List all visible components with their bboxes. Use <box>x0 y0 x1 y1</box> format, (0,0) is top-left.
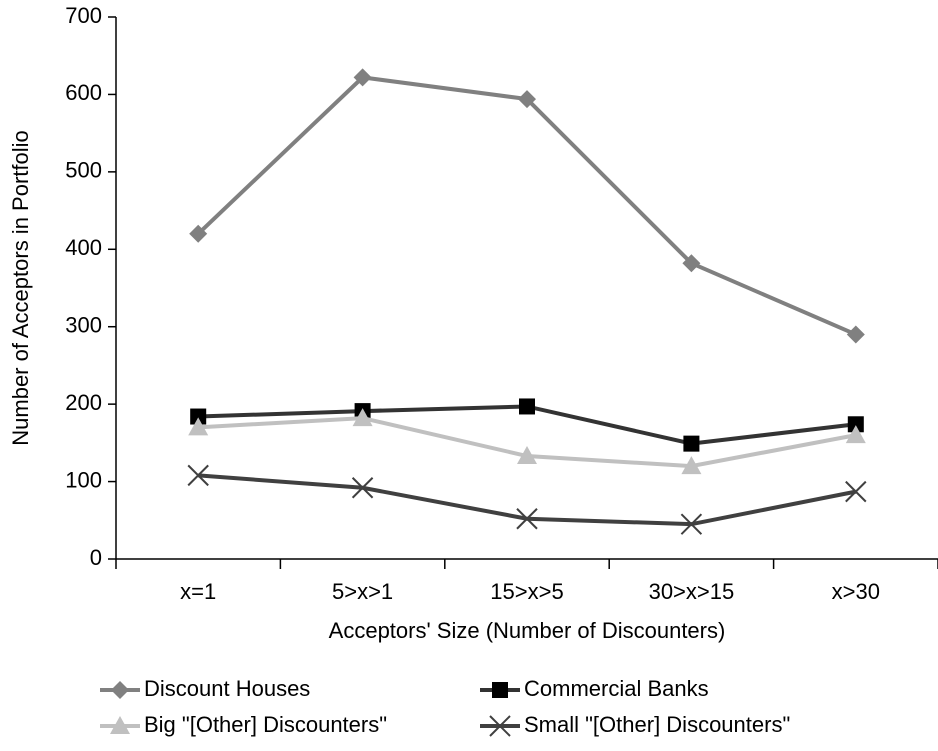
x-tick-label: 15>x>5 <box>490 579 563 604</box>
y-tick-label: 500 <box>65 158 102 183</box>
legend-marker <box>492 682 508 698</box>
data-point <box>681 456 702 475</box>
data-point <box>683 435 700 452</box>
data-point <box>680 513 703 535</box>
data-point <box>187 464 209 487</box>
legend-label: Small "[Other] Discounters" <box>524 712 790 737</box>
data-point <box>351 477 374 499</box>
y-tick-label: 400 <box>65 235 102 260</box>
x-axis-title: Acceptors' Size (Number of Discounters) <box>329 618 726 643</box>
legend-label: Big "[Other] Discounters" <box>144 712 387 737</box>
y-tick-label: 700 <box>65 3 102 28</box>
data-point <box>353 68 372 87</box>
data-point <box>516 508 538 530</box>
data-point <box>519 398 535 415</box>
data-point <box>188 417 209 436</box>
data-point <box>845 480 867 503</box>
y-tick-label: 0 <box>90 545 102 570</box>
y-tick-label: 600 <box>65 80 102 105</box>
data-point <box>518 90 536 109</box>
legend-label: Commercial Banks <box>524 676 709 701</box>
legend-marker <box>110 716 130 734</box>
data-point <box>846 325 865 344</box>
data-point <box>517 446 537 465</box>
y-axis-title: Number of Acceptors in Portfolio <box>8 130 33 445</box>
y-tick-label: 300 <box>65 313 102 338</box>
x-tick-label: x=1 <box>180 579 216 604</box>
series-line <box>198 473 857 527</box>
x-tick-label: x>30 <box>832 579 880 604</box>
y-tick-label: 100 <box>65 467 102 492</box>
x-tick-label: 5>x>1 <box>332 579 393 604</box>
series-line <box>196 75 857 337</box>
data-point <box>845 425 866 444</box>
data-point <box>190 408 207 425</box>
legend-label: Discount Houses <box>144 676 310 701</box>
data-point <box>189 224 208 243</box>
data-point <box>682 254 701 273</box>
data-point <box>352 408 373 427</box>
x-tick-label: 30>x>15 <box>649 579 735 604</box>
legend-marker <box>111 681 129 699</box>
y-tick-label: 200 <box>65 390 102 415</box>
legend-marker <box>489 715 511 737</box>
data-point <box>847 416 864 433</box>
